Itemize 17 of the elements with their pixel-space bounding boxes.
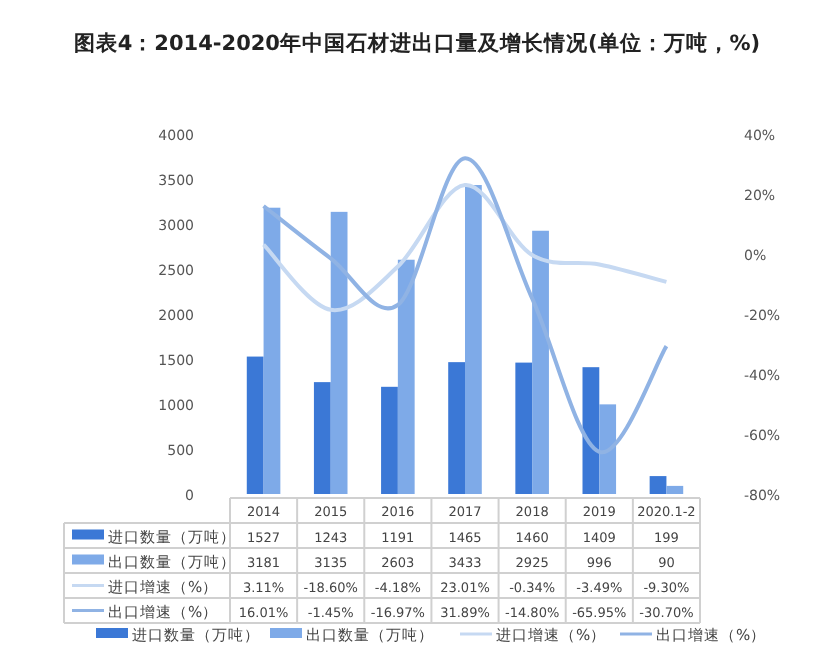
bar [582, 367, 600, 494]
bar [381, 386, 398, 494]
bar [246, 356, 264, 494]
bar [515, 362, 533, 494]
bar [599, 404, 617, 494]
bar [649, 476, 667, 494]
bar [313, 382, 331, 494]
bar [465, 185, 482, 494]
chart-title: 图表4：2014-2020年中国石材进出口量及增长情况(单位：万吨，%) [73, 30, 761, 56]
bar [532, 230, 549, 494]
bar [330, 211, 348, 494]
bar [666, 485, 684, 494]
bar [448, 362, 465, 494]
line-series [261, 156, 669, 454]
bar [263, 207, 281, 494]
bar [397, 259, 415, 494]
line-series [261, 182, 669, 313]
